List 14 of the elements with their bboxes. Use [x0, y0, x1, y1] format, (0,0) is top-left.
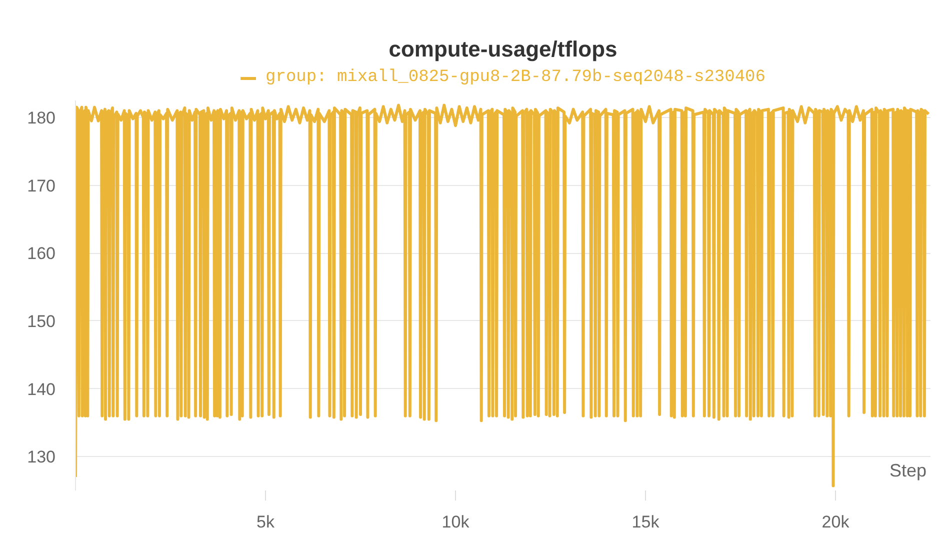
y-tick-label: 160 — [27, 244, 56, 264]
x-tick-label: 5k — [256, 512, 275, 532]
x-tick-label: 10k — [442, 512, 470, 532]
x-tick-label: 20k — [822, 512, 850, 532]
chart-title: compute-usage/tflops — [388, 36, 618, 62]
legend-label: group: mixall_0825-gpu8-2B-87.79b-seq2048-s230406 — [266, 68, 766, 87]
x-axis-title: Step — [889, 460, 927, 480]
y-tick-label: 130 — [27, 448, 56, 467]
x-tick-label: 15k — [632, 512, 660, 532]
y-tick-label: 180 — [27, 108, 56, 128]
y-tick-label: 150 — [27, 312, 56, 331]
y-tick-label: 170 — [27, 176, 56, 196]
y-tick-label: 140 — [27, 380, 56, 399]
line-series — [76, 104, 930, 488]
